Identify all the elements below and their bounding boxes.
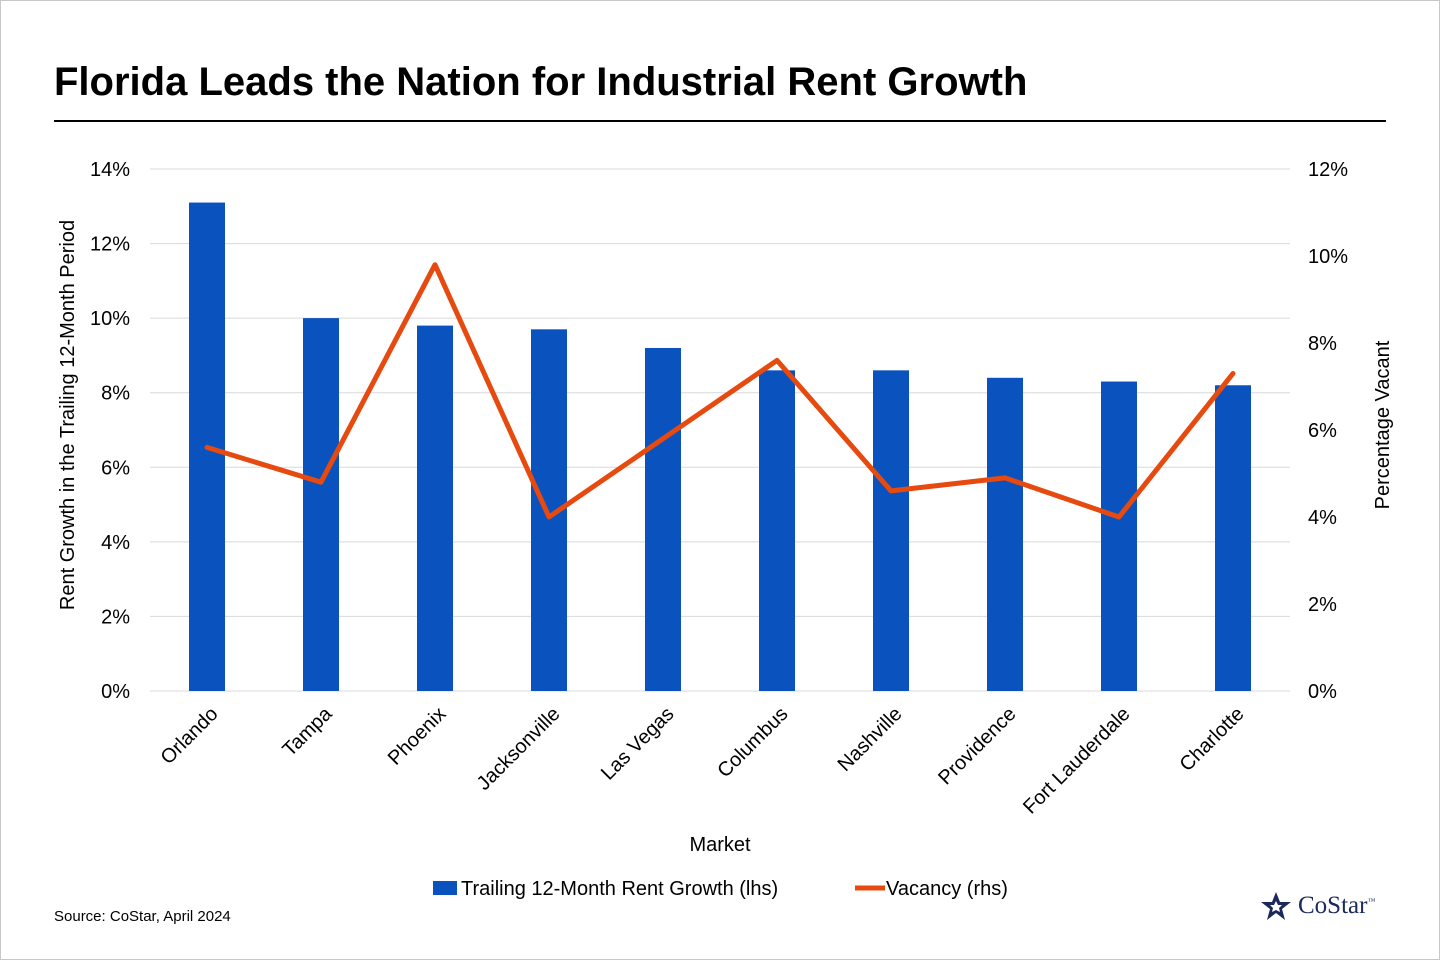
- x-tick-label: Phoenix: [384, 703, 451, 770]
- x-axis-title: Market: [689, 834, 751, 856]
- vacancy-point: [548, 516, 550, 518]
- x-tick-label: Jacksonville: [473, 703, 565, 795]
- vacancy-point: [434, 264, 436, 266]
- x-tick-label: Las Vegas: [597, 703, 679, 785]
- vacancy-point: [1118, 516, 1120, 518]
- bar: [1215, 385, 1251, 691]
- y2-tick-label: 12%: [1308, 159, 1348, 181]
- x-tick-label: Columbus: [713, 703, 792, 782]
- y-tick-label: 0%: [101, 681, 130, 703]
- bar: [759, 370, 795, 691]
- vacancy-point: [662, 438, 664, 440]
- y-tick-label: 10%: [90, 308, 130, 330]
- x-tick-label: Fort Lauderdale: [1019, 703, 1134, 818]
- y2-tick-label: 2%: [1308, 594, 1337, 616]
- bar: [303, 318, 339, 691]
- legend-line-label: Vacancy (rhs): [886, 878, 1008, 900]
- y2-tick-label: 6%: [1308, 420, 1337, 442]
- x-tick-label: Nashville: [834, 703, 907, 776]
- y2-tick-label: 0%: [1308, 681, 1337, 703]
- x-tick-label: Tampa: [279, 702, 338, 761]
- vacancy-point: [1232, 372, 1234, 374]
- chart-title: Florida Leads the Nation for Industrial …: [54, 60, 1028, 104]
- costar-logo-text: CoStar™: [1298, 892, 1375, 920]
- vacancy-point: [206, 446, 208, 448]
- bar: [873, 370, 909, 691]
- x-tick-label: Providence: [934, 703, 1020, 789]
- costar-logo-tm: ™: [1367, 896, 1376, 906]
- y-tick-label: 8%: [101, 383, 130, 405]
- y-tick-label: 4%: [101, 532, 130, 554]
- y2-axis-title: Percentage Vacant: [1372, 340, 1394, 509]
- vacancy-line: [204, 262, 1236, 520]
- y2-tick-label: 8%: [1308, 333, 1337, 355]
- y-axis-title: Rent Growth in the Trailing 12-Month Per…: [57, 220, 79, 610]
- vacancy-point: [776, 359, 778, 361]
- legend-bar-label: Trailing 12-Month Rent Growth (lhs): [461, 878, 778, 900]
- x-tick-label: Orlando: [157, 703, 223, 769]
- legend-bar-swatch: [433, 881, 457, 895]
- bar: [645, 347, 681, 691]
- y-tick-label: 2%: [101, 606, 130, 628]
- y2-tick-label: 4%: [1308, 507, 1337, 529]
- bar: [987, 377, 1023, 691]
- bar: [417, 325, 453, 691]
- x-tick-label: Charlotte: [1176, 703, 1249, 776]
- source-note: Source: CoStar, April 2024: [54, 908, 231, 925]
- y-tick-label: 12%: [90, 234, 130, 256]
- vacancy-point: [1004, 477, 1006, 479]
- bar: [1101, 381, 1137, 691]
- costar-logo: CoStar™: [1258, 890, 1375, 922]
- y-tick-label: 6%: [101, 457, 130, 479]
- costar-logo-name: CoStar: [1298, 892, 1368, 919]
- y-tick-label: 14%: [90, 159, 130, 181]
- y2-tick-label: 10%: [1308, 246, 1348, 268]
- title-rule: [54, 120, 1386, 122]
- vacancy-point: [320, 481, 322, 483]
- vacancy-point: [890, 490, 892, 492]
- costar-star-icon: [1261, 892, 1291, 920]
